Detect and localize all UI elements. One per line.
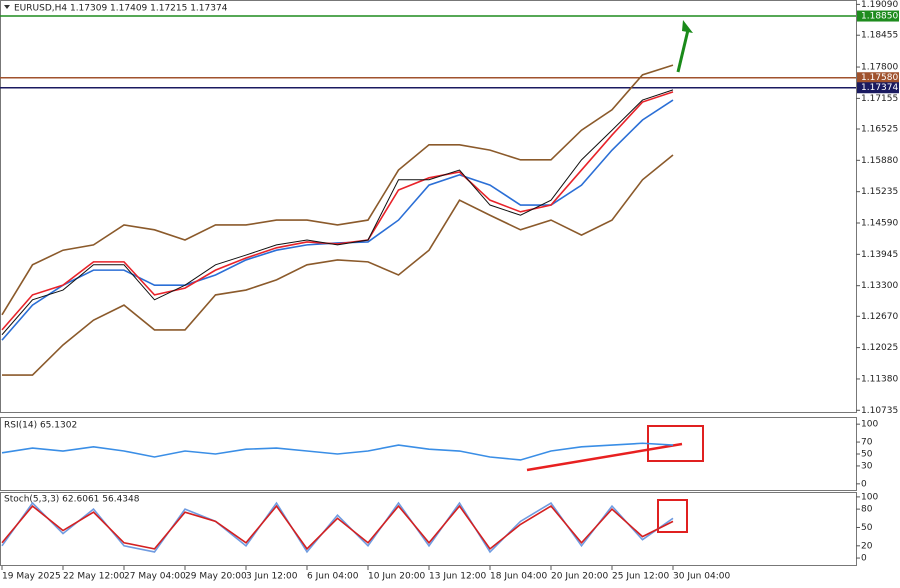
- stoch-panel: [0, 492, 857, 566]
- x-tick-label: 22 May 12:00: [63, 572, 125, 582]
- x-tick-label: 30 Jun 04:00: [673, 572, 730, 582]
- y-tick-label: 1.10735: [861, 406, 898, 416]
- y-tick-label: 50: [861, 450, 873, 460]
- x-tick-label: 19 May 2025: [2, 572, 61, 582]
- x-tick-label: 27 May 04:00: [124, 572, 186, 582]
- y-tick-label: 1.17155: [861, 94, 898, 104]
- series-line: [1, 91, 674, 331]
- x-tick-label: 13 Jun 12:00: [429, 572, 486, 582]
- x-tick-label: 25 Jun 12:00: [612, 572, 669, 582]
- y-tick-label: 100: [861, 492, 878, 502]
- trend-line: [526, 442, 683, 472]
- main-panel: [0, 0, 857, 413]
- y-tick-label: 50: [861, 523, 873, 533]
- x-tick-label: 20 Jun 20:00: [551, 572, 608, 582]
- y-tick-label: 70: [861, 438, 873, 448]
- y-tick-label: 1.19090: [861, 0, 898, 10]
- x-tick-label: 29 May 20:00: [185, 572, 247, 582]
- x-tick-label: 18 Jun 04:00: [490, 572, 547, 582]
- series-line: [2, 154, 674, 376]
- y-tick-label: 100: [861, 420, 878, 430]
- level-tag: [857, 10, 899, 22]
- y-tick-label: 1.12670: [861, 312, 898, 322]
- level-label: 1.17374: [861, 83, 898, 93]
- y-tick-label: 1.18455: [861, 31, 898, 41]
- arrow-head: [682, 20, 693, 33]
- x-tick-label: 6 Jun 04:00: [307, 572, 359, 582]
- menu-arrow: [4, 5, 10, 9]
- series-line: [1, 99, 674, 341]
- y-tick-label: 80: [861, 505, 873, 515]
- series-line: [1, 504, 674, 551]
- x-tick-label: 10 Jun 20:00: [368, 572, 425, 582]
- y-tick-label: 1.14590: [861, 219, 898, 229]
- series-line: [1, 89, 674, 336]
- y-tick-label: 1.13945: [861, 250, 898, 260]
- y-tick-label: 1.17800: [861, 63, 898, 73]
- chart-title: EURUSD,H4 1.17309 1.17409 1.17215 1.1737…: [14, 4, 228, 14]
- y-tick-label: 1.12025: [861, 343, 898, 353]
- y-tick-label: 1.11380: [861, 374, 898, 384]
- y-tick-label: 1.15880: [861, 156, 898, 166]
- x-tick-label: 3 Jun 12:00: [246, 572, 298, 582]
- y-tick-label: 0: [861, 479, 867, 489]
- highlight-box: [657, 499, 688, 533]
- y-tick-label: 1.13300: [861, 281, 898, 291]
- y-tick-label: 0: [861, 554, 867, 564]
- series-line: [1, 442, 674, 461]
- level-label: 1.17580: [861, 73, 898, 83]
- rsi-title: RSI(14) 65.1302: [4, 421, 77, 431]
- stoch-title: Stoch(5,3,3) 62.6061 56.4348: [4, 495, 140, 505]
- up-arrow: [676, 29, 690, 73]
- y-tick-label: 20: [861, 541, 873, 551]
- level-tag: [857, 72, 899, 84]
- y-tick-label: 1.16525: [861, 124, 898, 134]
- series-line: [1, 64, 674, 316]
- level-label: 1.18850: [861, 12, 898, 22]
- y-tick-label: 30: [861, 461, 873, 471]
- level-tag: [857, 82, 899, 94]
- y-tick-label: 1.15235: [861, 187, 898, 197]
